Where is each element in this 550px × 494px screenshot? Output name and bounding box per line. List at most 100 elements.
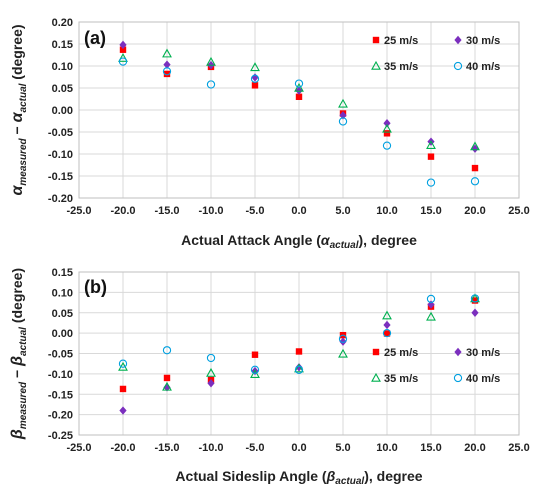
data-point bbox=[383, 130, 391, 137]
x-tick-label: 20.0 bbox=[464, 442, 485, 454]
data-point bbox=[250, 62, 260, 72]
series-circle bbox=[118, 57, 480, 187]
x-tick-label: 10.0 bbox=[376, 442, 397, 454]
data-point bbox=[382, 141, 392, 150]
legend-marker bbox=[453, 61, 463, 71]
legend: 25 m/s 30 m/s 35 m/s 40 m/s bbox=[371, 35, 500, 73]
data-point bbox=[471, 297, 479, 304]
data-point bbox=[207, 379, 215, 388]
tick-labels: 0.15 0.10 0.05 0.00 -0.05 -0.10 -0.15 -0.20 -0.2… bbox=[48, 267, 530, 454]
chart-panel-b: 0.15 0.10 0.05 0.00 -0.05 -0.10 -0.15 -0.20 -0.2… bbox=[9, 267, 530, 487]
data-point bbox=[250, 365, 260, 374]
y-tick-label: 0.15 bbox=[52, 267, 73, 279]
x-tick-label: 5.0 bbox=[335, 442, 350, 454]
legend-label: 25 m/s bbox=[384, 35, 418, 47]
y-tick-label: 0.15 bbox=[52, 39, 73, 51]
data-point bbox=[294, 82, 304, 92]
plot-frame bbox=[78, 271, 520, 436]
y-tick-label: -0.05 bbox=[48, 349, 73, 361]
y-tick-label: -0.15 bbox=[48, 171, 73, 183]
x-tick-label: -25.0 bbox=[66, 442, 91, 454]
x-tick-label: -10.0 bbox=[198, 205, 223, 217]
legend-label: 30 m/s bbox=[466, 347, 500, 359]
data-point bbox=[162, 67, 172, 76]
panel-label: (b) bbox=[84, 277, 107, 297]
y-tick-label: -0.10 bbox=[48, 369, 73, 381]
data-point bbox=[383, 320, 391, 330]
x-tick-label: 10.0 bbox=[376, 205, 397, 217]
data-point bbox=[251, 73, 259, 82]
legend-marker bbox=[371, 60, 381, 70]
data-point bbox=[295, 93, 303, 100]
x-tick-label: -15.0 bbox=[154, 442, 179, 454]
data-point bbox=[162, 381, 172, 391]
legend-marker bbox=[372, 36, 380, 44]
data-point bbox=[470, 177, 480, 186]
data-point bbox=[295, 348, 303, 355]
legend-marker bbox=[454, 35, 462, 45]
data-point bbox=[471, 144, 479, 153]
data-point bbox=[339, 337, 347, 346]
x-tick-label: -5.0 bbox=[246, 442, 265, 454]
y-tick-label: 0.20 bbox=[52, 17, 73, 29]
x-tick-label: -15.0 bbox=[154, 205, 179, 217]
data-point bbox=[426, 294, 436, 304]
y-tick-label: 0.05 bbox=[52, 83, 73, 95]
legend-marker bbox=[453, 373, 463, 383]
data-point bbox=[338, 117, 348, 126]
x-tick-label: -10.0 bbox=[198, 442, 223, 454]
x-tick-label: 20.0 bbox=[464, 205, 485, 217]
x-tick-label: -20.0 bbox=[110, 205, 135, 217]
data-point bbox=[382, 328, 392, 338]
legend-label: 35 m/s bbox=[384, 373, 418, 385]
plot-frame bbox=[78, 21, 520, 199]
legend-label: 30 m/s bbox=[466, 35, 500, 47]
data-point bbox=[295, 86, 303, 95]
legend-label: 35 m/s bbox=[384, 61, 418, 73]
data-point bbox=[251, 82, 259, 89]
tick-labels: 0.20 0.15 0.10 0.05 0.00 -0.05 -0.10 -0.15 -0.20… bbox=[48, 17, 530, 217]
data-point bbox=[295, 363, 303, 372]
data-point bbox=[471, 308, 479, 317]
y-tick-label: -0.25 bbox=[48, 430, 73, 442]
data-point bbox=[163, 60, 171, 69]
data-point bbox=[250, 74, 260, 83]
y-tick-label: 0.00 bbox=[52, 105, 73, 117]
x-tick-label: -5.0 bbox=[246, 205, 265, 217]
x-tick-label: 25.0 bbox=[508, 442, 529, 454]
data-point bbox=[251, 351, 259, 358]
data-point bbox=[383, 119, 391, 128]
data-point bbox=[339, 111, 347, 120]
data-point bbox=[206, 353, 216, 363]
x-tick-label: -20.0 bbox=[110, 442, 135, 454]
legend: 25 m/s 30 m/s 35 m/s 40 m/s bbox=[371, 347, 500, 385]
data-point bbox=[382, 310, 392, 320]
y-tick-label: -0.10 bbox=[48, 149, 73, 161]
legend-marker bbox=[454, 347, 462, 357]
x-axis-title: Actual Sideslip Angle (βactual), degree bbox=[175, 468, 422, 487]
data-point bbox=[294, 363, 304, 373]
x-tick-label: 25.0 bbox=[508, 205, 529, 217]
x-tick-label: 0.0 bbox=[291, 205, 306, 217]
data-point bbox=[426, 140, 436, 149]
data-point bbox=[206, 367, 216, 377]
y-tick-label: -0.20 bbox=[48, 410, 73, 422]
y-axis-title: βmeasured − βactual (degree) bbox=[9, 268, 29, 440]
data-point bbox=[162, 48, 172, 58]
x-tick-label: 15.0 bbox=[420, 442, 441, 454]
y-tick-label: -0.20 bbox=[48, 193, 73, 205]
data-point bbox=[426, 311, 436, 321]
data-point bbox=[250, 369, 260, 379]
series-triangle bbox=[118, 48, 480, 151]
data-point bbox=[338, 334, 348, 343]
y-tick-label: 0.10 bbox=[52, 61, 73, 73]
y-axis-title: αmeasured − αactual (degree) bbox=[9, 24, 29, 195]
data-point bbox=[118, 57, 128, 66]
data-point bbox=[338, 98, 348, 108]
panel-label: (a) bbox=[84, 28, 106, 48]
data-point bbox=[163, 70, 171, 78]
x-tick-label: 15.0 bbox=[420, 205, 441, 217]
y-tick-label: 0.05 bbox=[52, 308, 73, 320]
x-tick-label: 0.0 bbox=[291, 442, 306, 454]
